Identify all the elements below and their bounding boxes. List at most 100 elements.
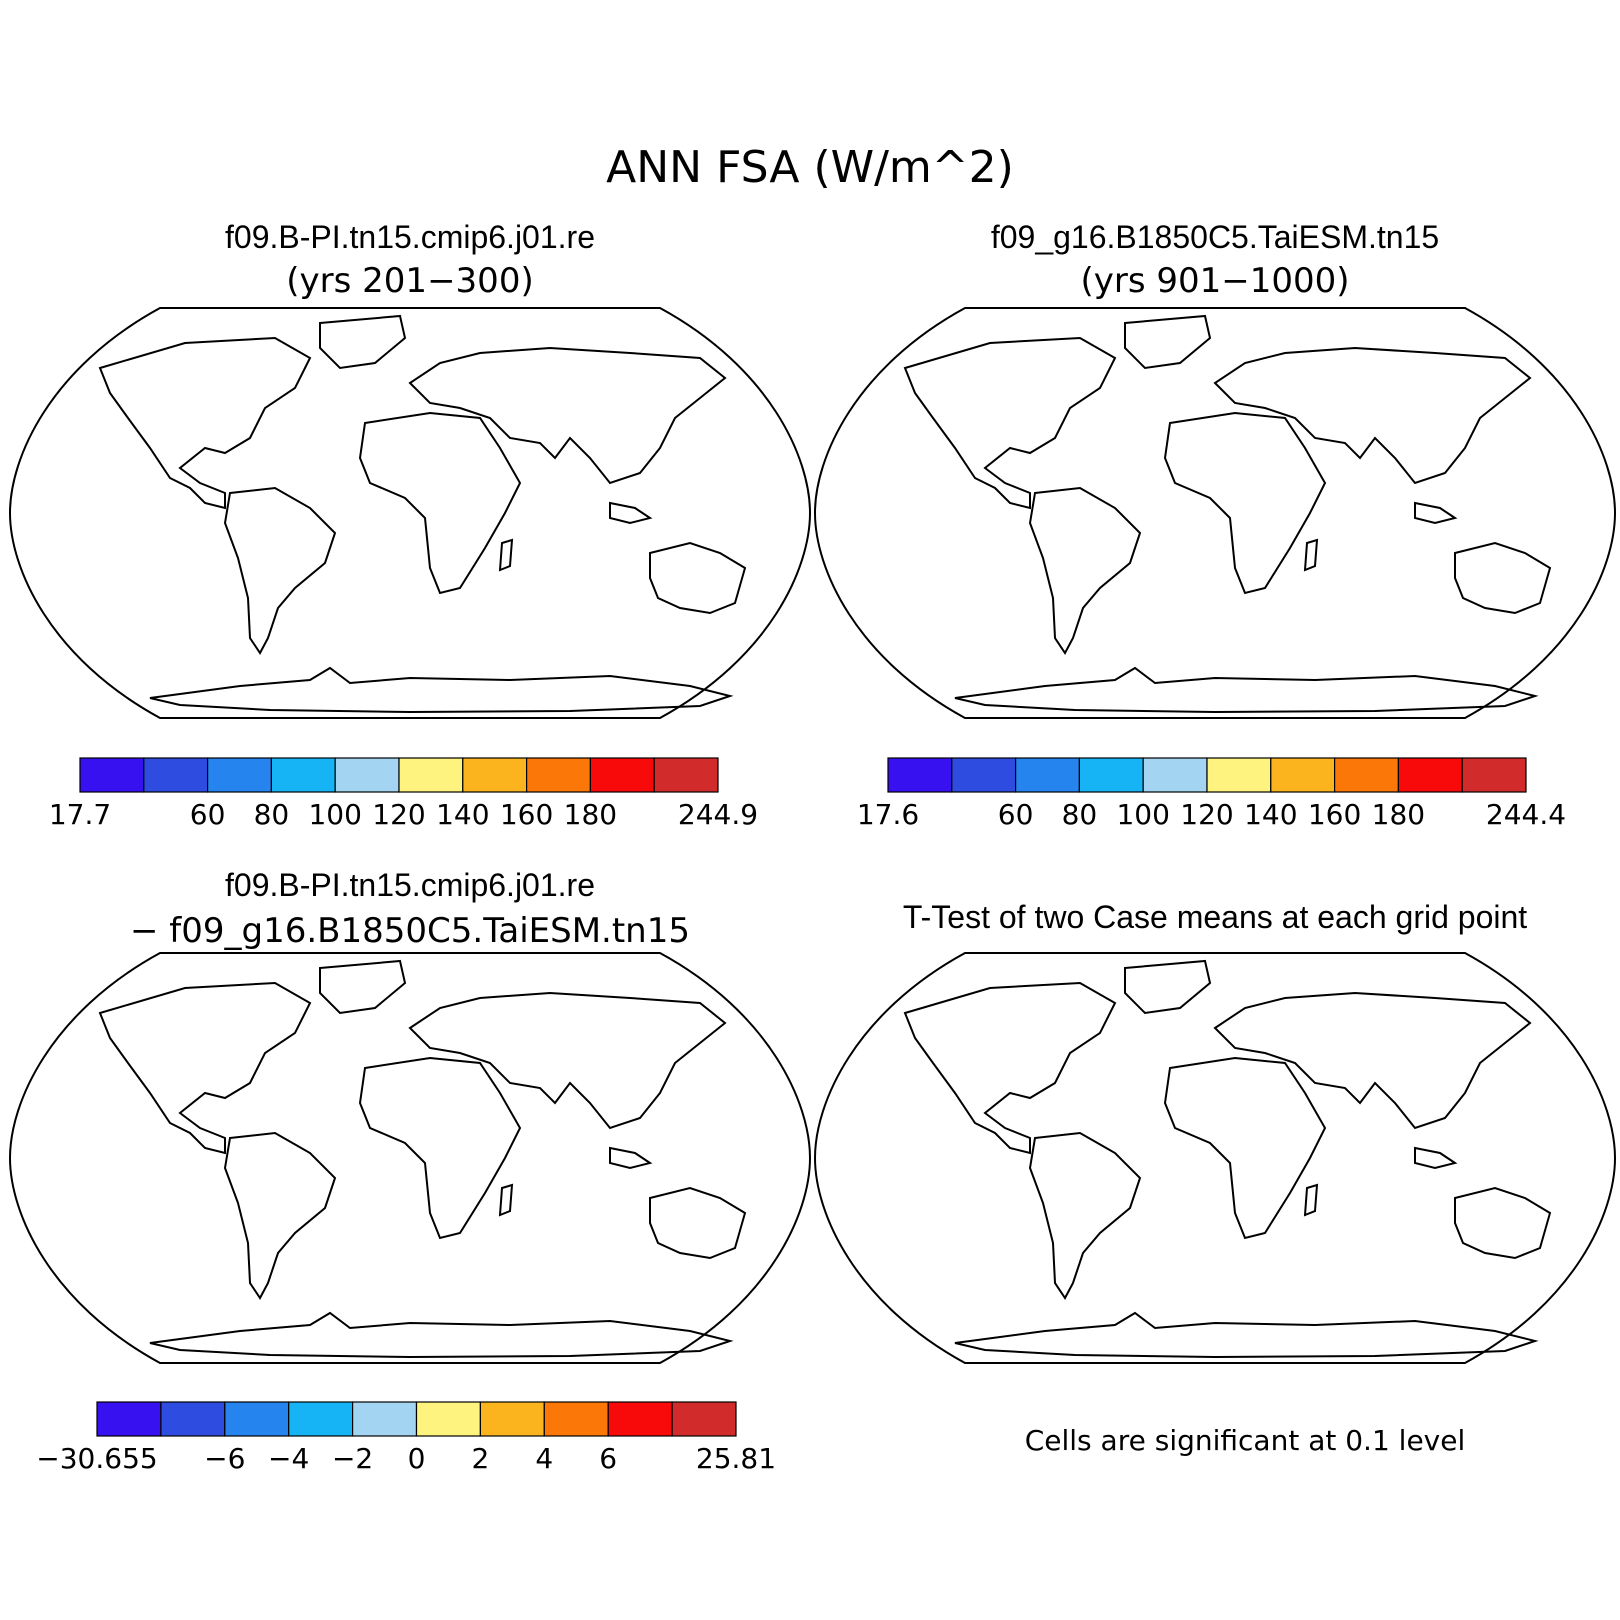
field-gap-13 bbox=[963, 1075, 987, 1091]
colorbar-box-1 bbox=[143, 757, 209, 793]
colorbar-box-9 bbox=[653, 757, 719, 793]
colorbar-label-2: 80 bbox=[254, 798, 290, 831]
field-gap-2 bbox=[1045, 1148, 1085, 1198]
field-blob-9 bbox=[520, 1078, 580, 1108]
colorbar-box-9 bbox=[671, 1401, 737, 1437]
field-gap-11 bbox=[1385, 1338, 1485, 1348]
colorbar-box-7 bbox=[543, 1401, 609, 1437]
field-band-7 bbox=[100, 466, 745, 483]
field-blob-5 bbox=[360, 1063, 500, 1103]
panel-title: f09.B-PI.tn15.cmip6.j01.re bbox=[225, 219, 595, 255]
field-blob-4 bbox=[1390, 443, 1440, 473]
colorbar-box-4 bbox=[1142, 757, 1208, 793]
colorbar-box-4 bbox=[352, 1401, 418, 1437]
colorbar: −30.655 −6 −4 −2 0 2 4 6 25.81 bbox=[36, 1401, 776, 1475]
field-band-5 bbox=[100, 433, 745, 448]
panel-case1: f09.B-PI.tn15.cmip6.j01.re (yrs 201−300) 1… bbox=[8, 219, 812, 831]
colorbar-label-1: 60 bbox=[998, 798, 1034, 831]
panel-title: f09.B-PI.tn15.cmip6.j01.re bbox=[225, 867, 595, 903]
colorbar-label-6: 4 bbox=[535, 1442, 553, 1475]
panel-case2: f09_g16.B1850C5.TaiESM.tn15 (yrs 901−1000… bbox=[813, 219, 1617, 831]
colorbar-box-6 bbox=[1270, 757, 1336, 793]
colorbar-box-8 bbox=[607, 1401, 673, 1437]
colorbar-label-5: 140 bbox=[436, 798, 489, 831]
map-ttest bbox=[813, 952, 1617, 1364]
figure-title: ANN FSA (W/m^2) bbox=[606, 142, 1014, 193]
colorbar-label-0: 17.6 bbox=[857, 798, 919, 831]
coastline bbox=[904, 960, 1551, 1358]
colorbar-label-4: 0 bbox=[408, 1442, 426, 1475]
field-blob-0 bbox=[100, 1013, 200, 1073]
colorbar-label-7: 180 bbox=[1372, 798, 1425, 831]
colorbar-label-7: 180 bbox=[564, 798, 617, 831]
field-blob-5 bbox=[160, 418, 220, 438]
field-band-5 bbox=[905, 433, 1550, 448]
field-blob-2 bbox=[1465, 558, 1545, 598]
field-gap-6 bbox=[1440, 1023, 1490, 1043]
colorbar-label-3: 100 bbox=[308, 798, 361, 831]
field-blob-1 bbox=[1065, 518, 1125, 558]
colorbar-label-4: 120 bbox=[372, 798, 425, 831]
field-gap-5 bbox=[1335, 1003, 1415, 1023]
field-blob-1 bbox=[260, 518, 320, 558]
colorbar-label-2: −4 bbox=[268, 1442, 309, 1475]
panel-diff: f09.B-PI.tn15.cmip6.j01.re − f09_g16.B185… bbox=[8, 867, 812, 1475]
field-blob-3 bbox=[240, 1173, 320, 1233]
panel-subtitle: (yrs 901−1000) bbox=[1080, 261, 1349, 301]
field-gap-10 bbox=[1235, 1332, 1395, 1344]
field-gap-9 bbox=[1055, 1337, 1175, 1349]
field-blob-3 bbox=[510, 391, 630, 415]
field-blob-2 bbox=[660, 558, 740, 598]
colorbar-box-0 bbox=[79, 757, 145, 793]
colorbar-box-7 bbox=[525, 757, 591, 793]
field-gap-3 bbox=[1080, 1213, 1110, 1253]
coastline bbox=[904, 315, 1551, 713]
field-blob-4 bbox=[285, 1178, 315, 1208]
colorbar-label-8: 244.4 bbox=[1486, 798, 1566, 831]
map-border bbox=[8, 307, 812, 719]
field-band-10 bbox=[100, 548, 745, 588]
map-case2 bbox=[813, 307, 1617, 719]
field-blob-10 bbox=[430, 1005, 550, 1041]
field-blob-7 bbox=[500, 1023, 660, 1073]
panel-subtitle: (yrs 201−300) bbox=[286, 261, 533, 301]
colorbar: 17.6 60 80 100 120 140 160 180 244.4 bbox=[857, 757, 1566, 831]
colorbar-box-2 bbox=[1014, 757, 1080, 793]
colorbar-box-3 bbox=[1078, 757, 1144, 793]
field-blob-6 bbox=[390, 453, 470, 483]
field-signif bbox=[905, 961, 1550, 1357]
colorbar-label-3: −2 bbox=[332, 1442, 373, 1475]
field-band-11 bbox=[905, 588, 1550, 608]
colorbar-box-5 bbox=[1206, 757, 1272, 793]
colorbar-label-5: 2 bbox=[471, 1442, 489, 1475]
panel-subtitle: − f09_g16.B1850C5.TaiESM.tn15 bbox=[130, 911, 690, 951]
field-blob-8 bbox=[560, 1031, 620, 1055]
map-border bbox=[8, 952, 812, 1364]
colorbar-box-9 bbox=[1461, 757, 1527, 793]
field-blob-6 bbox=[1195, 453, 1275, 483]
colorbar-box-4 bbox=[334, 757, 400, 793]
field-band-2 bbox=[905, 383, 1550, 403]
field-band-13 bbox=[905, 628, 1550, 648]
field-band-12 bbox=[100, 608, 745, 628]
field-band-14 bbox=[905, 648, 1550, 663]
field-gap-1 bbox=[1250, 1081, 1300, 1105]
field-band-12 bbox=[905, 608, 1550, 628]
colorbar-box-1 bbox=[951, 757, 1017, 793]
colorbar-label-6: 160 bbox=[500, 798, 553, 831]
panel-title: T-Test of two Case means at each grid po… bbox=[903, 899, 1527, 935]
colorbar-box-3 bbox=[270, 757, 336, 793]
colorbar-box-5 bbox=[415, 1401, 482, 1437]
field-blob-4 bbox=[585, 443, 635, 473]
colorbar-label-2: 80 bbox=[1062, 798, 1098, 831]
colorbar-label-8: 25.81 bbox=[696, 1442, 776, 1475]
field-band-13 bbox=[100, 628, 745, 648]
field-blob-3 bbox=[1315, 391, 1435, 415]
colorbar-box-2 bbox=[207, 757, 273, 793]
map-case1 bbox=[8, 307, 812, 719]
field-base bbox=[100, 961, 745, 1357]
map-border bbox=[813, 307, 1617, 719]
field-blob-2 bbox=[200, 995, 280, 1031]
field-band-15 bbox=[100, 663, 745, 712]
map-border bbox=[813, 952, 1617, 1364]
